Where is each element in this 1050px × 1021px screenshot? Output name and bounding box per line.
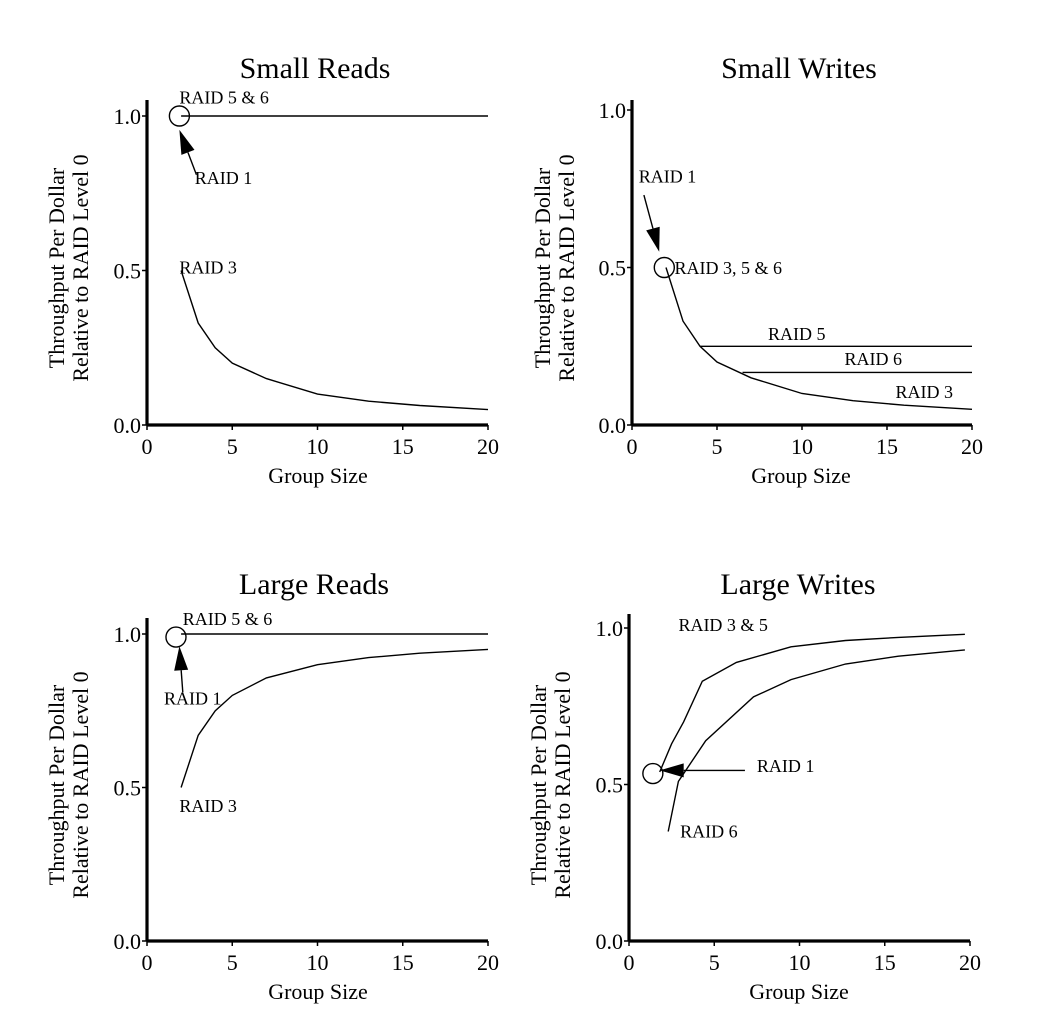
chart-large-writes: Large Writes Group Size Throughput Per D… (526, 568, 981, 1004)
x-tick-label: 20 (477, 950, 499, 975)
y-tick-label: 0.5 (599, 256, 627, 281)
x-tick-label: 5 (712, 434, 723, 459)
y-axis-label-line1: Throughput Per Dollar (44, 684, 69, 885)
y-axis-label-line2: Relative to RAID Level 0 (68, 154, 93, 381)
annotation-arrow-line (180, 670, 184, 693)
series-annotation-label: RAID 3 (179, 258, 237, 278)
x-tick-label: 20 (477, 434, 499, 459)
series-annotation-label: RAID 1 (164, 689, 222, 709)
y-axis-label-line1: Throughput Per Dollar (530, 167, 555, 368)
x-tick-label: 15 (392, 434, 414, 459)
annotation-arrowhead (646, 226, 660, 252)
chart-small-reads: Small Reads Group Size Throughput Per Do… (44, 52, 499, 488)
chart-title: Small Writes (721, 52, 877, 85)
series-annotation-label: RAID 5 (768, 324, 826, 344)
x-tick-label: 10 (307, 950, 329, 975)
x-tick-label: 15 (876, 434, 898, 459)
x-tick-label: 20 (959, 950, 981, 975)
x-axis-label: Group Size (751, 463, 851, 488)
y-axis-label-line1: Throughput Per Dollar (526, 684, 551, 885)
y-tick-label: 1.0 (114, 622, 142, 647)
x-tick-label: 10 (307, 434, 329, 459)
series-annotation-label: RAID 1 (195, 168, 253, 188)
series-line-raid-3-5 (659, 633, 965, 773)
y-tick-label: 0.5 (114, 776, 142, 801)
annotation-arrow-line (187, 152, 198, 175)
x-tick-label: 5 (709, 950, 720, 975)
x-tick-label: 0 (624, 950, 635, 975)
series-annotation-label: RAID 3 & 5 (678, 615, 768, 635)
annotation-arrow-line (643, 194, 654, 229)
y-axis-label-line1: Throughput Per Dollar (44, 167, 69, 368)
y-tick-label: 0.5 (114, 259, 142, 284)
y-tick-label: 0.0 (114, 929, 142, 954)
x-tick-label: 10 (789, 950, 811, 975)
series-annotation-label: RAID 6 (680, 822, 738, 842)
y-tick-label: 0.0 (114, 413, 142, 438)
x-tick-label: 20 (961, 434, 983, 459)
chart-small-writes: Small Writes Group Size Throughput Per D… (530, 52, 983, 488)
x-axis-label: Group Size (749, 979, 849, 1004)
x-axis-label: Group Size (268, 463, 368, 488)
y-axis-label-line2: Relative to RAID Level 0 (554, 154, 579, 381)
raid1-marker-circle (165, 626, 187, 648)
y-axis-label-line2: Relative to RAID Level 0 (550, 671, 575, 898)
annotation-arrowhead (179, 129, 195, 155)
y-axis-label-line2: Relative to RAID Level 0 (68, 671, 93, 898)
x-tick-label: 0 (627, 434, 638, 459)
y-tick-label: 1.0 (599, 98, 627, 123)
chart-large-reads: Large Reads Group Size Throughput Per Do… (44, 568, 499, 1004)
annotation-arrowhead (659, 763, 684, 778)
x-tick-label: 15 (874, 950, 896, 975)
raid1-marker-circle (653, 256, 675, 279)
chart-title: Large Writes (720, 568, 875, 601)
x-tick-label: 5 (227, 950, 238, 975)
chart-title: Large Reads (239, 568, 389, 601)
x-tick-label: 0 (142, 434, 153, 459)
series-line-raid-6 (667, 649, 965, 832)
y-tick-label: 1.0 (114, 104, 142, 129)
annotation-arrowhead (174, 646, 189, 671)
chart-title: Small Reads (240, 52, 391, 85)
series-annotation-label: RAID 6 (845, 349, 903, 369)
y-tick-label: 0.0 (596, 929, 624, 954)
x-axis-label: Group Size (268, 979, 368, 1004)
series-annotation-label: RAID 3 (896, 382, 954, 402)
x-tick-label: 15 (392, 950, 414, 975)
series-annotation-label: RAID 1 (757, 756, 815, 776)
series-annotation-label: RAID 1 (639, 166, 697, 186)
x-tick-label: 10 (791, 434, 813, 459)
series-annotation-label: RAID 5 & 6 (179, 88, 269, 108)
x-tick-label: 0 (142, 950, 153, 975)
raid1-marker-circle (642, 762, 664, 785)
series-annotation-label: RAID 3 (179, 796, 237, 816)
series-line-raid-3 (180, 270, 489, 411)
series-line-raid-3 (665, 267, 973, 410)
y-tick-label: 0.5 (596, 773, 624, 798)
x-tick-label: 5 (227, 434, 238, 459)
y-tick-label: 0.0 (599, 413, 627, 438)
series-annotation-label: RAID 3, 5 & 6 (675, 258, 783, 278)
raid1-marker-circle (168, 105, 191, 127)
series-annotation-label: RAID 5 & 6 (183, 609, 273, 629)
series-line-raid-3 (180, 648, 489, 788)
y-tick-label: 1.0 (596, 616, 624, 641)
